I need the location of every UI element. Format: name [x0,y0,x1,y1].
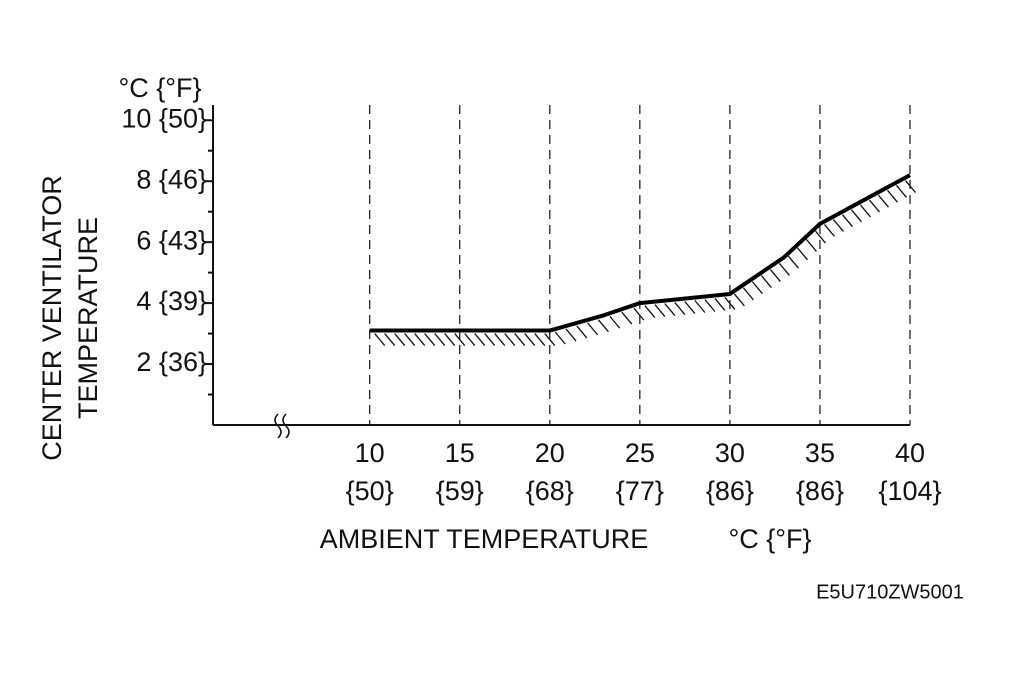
hatch [895,184,907,198]
hatch [474,333,486,346]
hatch [832,219,844,232]
x-tick-label-f: {104} [878,476,941,506]
x-axis-label: AMBIENT TEMPERATURE [320,524,649,554]
hatch [633,307,645,321]
hatch [554,331,566,345]
hatch [664,303,676,316]
y-tick-label: 6 {43} [136,225,207,255]
hatch [841,214,853,228]
hatch [760,275,772,289]
hatch [886,189,898,203]
x-tick-label-f: {86} [706,476,754,506]
x-tick-label: 10 [355,438,385,468]
hatch [714,298,726,311]
hatch [868,199,880,213]
hatch [384,333,396,346]
hatch [504,333,516,346]
hatch [434,333,446,346]
hatch [904,180,916,193]
hatch [454,333,466,346]
hatch [414,333,426,346]
y-tick-label: 4 {39} [136,286,207,316]
x-tick-label: 25 [625,438,655,468]
x-tick-label: 30 [715,438,745,468]
y-tick-label: 2 {36} [136,347,207,377]
hatch [544,333,556,346]
hatch [444,333,456,346]
hatch [733,293,745,307]
hatch [674,302,686,315]
data-line [369,173,911,333]
hatch [850,209,862,223]
hatch [751,281,763,295]
hatch [684,301,696,314]
hatch [859,204,871,218]
hatch [394,333,406,346]
y-tick-label: 8 {46} [136,164,207,194]
x-tick-label-f: {68} [526,476,574,506]
hatch [769,269,781,282]
hatch [877,194,889,208]
hatch [724,297,736,310]
hatch [374,333,386,346]
hatch [778,263,790,276]
hatch [565,328,577,342]
hatch [597,319,609,333]
hatch [464,333,476,346]
hatch [621,311,633,325]
x-tick-label: 15 [445,438,475,468]
hatch [587,322,599,336]
hatch [644,305,656,319]
x-tick-label-f: {77} [616,476,664,506]
hatch [814,230,826,244]
hatch [609,315,621,329]
hatch [742,287,754,301]
hatch [823,224,835,237]
hatch [805,239,817,252]
hatch [576,325,588,339]
hatch [484,333,496,346]
hatch [787,255,799,269]
y-axis-label: CENTER VENTILATOR [37,175,67,461]
hatch [524,333,536,346]
hatch [424,333,436,346]
hatch [704,299,716,312]
figure-code: E5U710ZW5001 [816,581,964,603]
x-tick-label: 20 [535,438,565,468]
x-tick-label: 35 [805,438,835,468]
hatch [796,247,808,261]
hatch [534,333,546,346]
hatch [494,333,506,346]
x-tick-label-f: {86} [796,476,844,506]
x-tick-label-f: {59} [436,476,484,506]
hatch [654,304,666,317]
x-unit: °C {°F} [728,524,811,554]
hatch [514,333,526,346]
x-tick-label: 40 [895,438,925,468]
hatch [694,300,706,313]
y-unit: °C {°F} [118,73,201,103]
y-tick-label: 10 {50} [121,103,207,133]
x-tick-label-f: {50} [346,476,394,506]
hatch [404,333,416,346]
y-axis-label: TEMPERATURE [73,217,103,419]
